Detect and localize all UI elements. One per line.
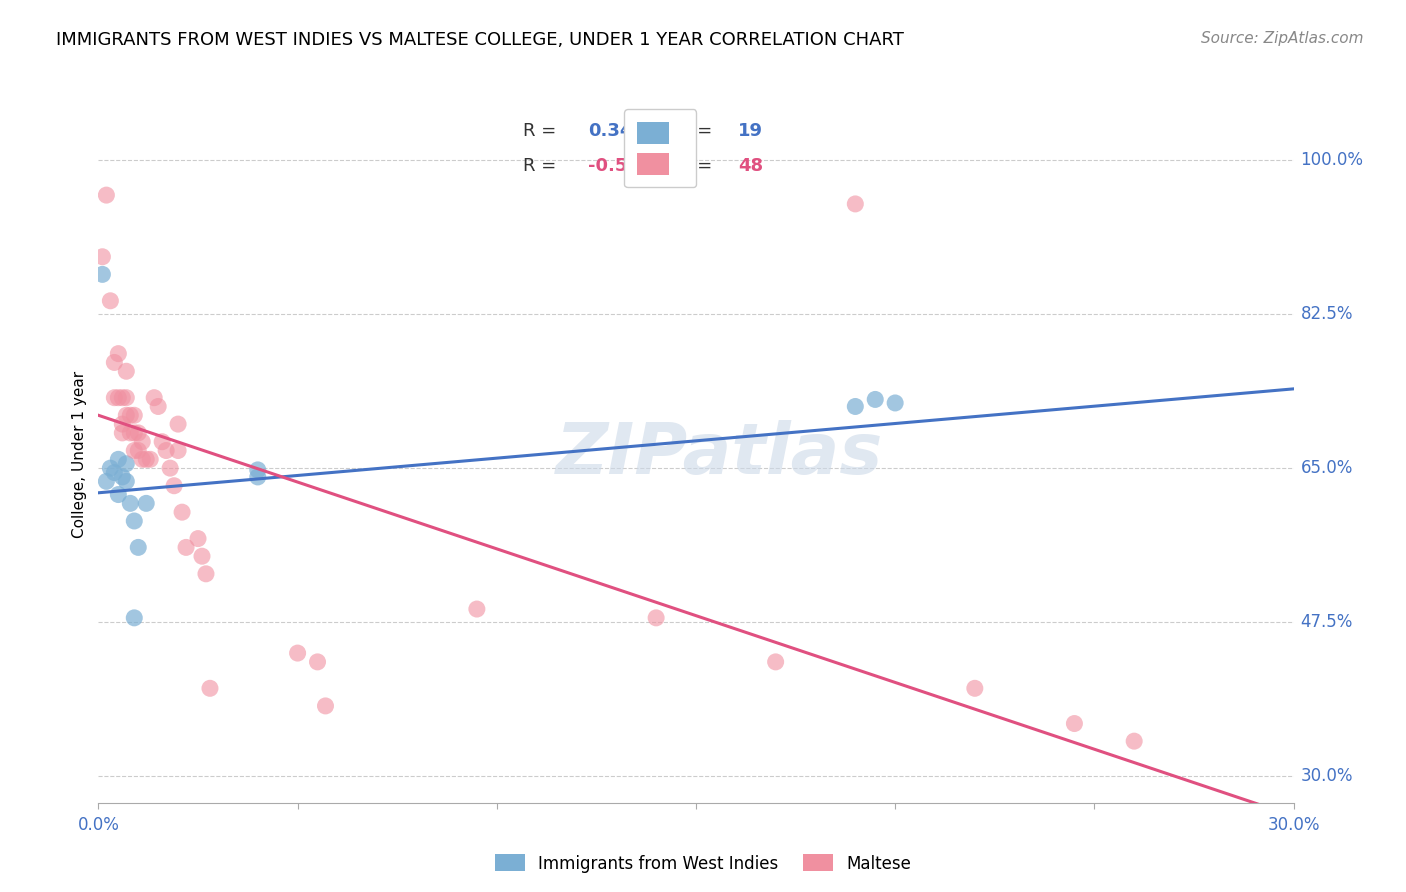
Point	[107, 391, 129, 405]
Text: 65.0%: 65.0%	[1301, 459, 1353, 477]
Text: 100.0%: 100.0%	[1301, 151, 1364, 169]
Point	[645, 611, 668, 625]
Point	[143, 391, 166, 405]
Point	[115, 409, 138, 423]
Point	[115, 391, 138, 405]
Point	[120, 425, 142, 440]
Text: 82.5%: 82.5%	[1301, 305, 1353, 323]
Point	[246, 463, 269, 477]
Point	[98, 461, 122, 475]
Point	[127, 425, 149, 440]
Point	[115, 457, 138, 471]
Point	[115, 364, 138, 378]
Text: R =: R =	[523, 157, 561, 175]
Point	[131, 452, 153, 467]
Point	[191, 549, 214, 564]
Point	[465, 602, 488, 616]
Point	[124, 443, 146, 458]
Text: 48: 48	[738, 157, 763, 175]
Point	[91, 268, 114, 282]
Point	[844, 197, 866, 211]
Point	[963, 681, 986, 696]
Point	[307, 655, 329, 669]
Point	[159, 461, 181, 475]
Text: R =: R =	[523, 122, 561, 140]
Point	[863, 392, 886, 407]
Text: 47.5%: 47.5%	[1301, 614, 1353, 632]
Y-axis label: College, Under 1 year: College, Under 1 year	[72, 371, 87, 539]
Point	[139, 452, 162, 467]
Point	[174, 541, 197, 555]
Point	[115, 475, 138, 489]
Point	[844, 400, 866, 414]
Point	[96, 188, 118, 202]
Legend: Immigrants from West Indies, Maltese: Immigrants from West Indies, Maltese	[488, 847, 918, 880]
Text: ZIPatlas: ZIPatlas	[557, 420, 883, 490]
Point	[103, 466, 125, 480]
Point	[120, 409, 142, 423]
Text: -0.504: -0.504	[589, 157, 652, 175]
Text: N =: N =	[678, 122, 718, 140]
Point	[107, 346, 129, 360]
Point	[127, 541, 149, 555]
Point	[111, 470, 134, 484]
Point	[163, 479, 186, 493]
Point	[884, 396, 907, 410]
Point	[194, 566, 218, 581]
Point	[287, 646, 309, 660]
Text: 30.0%: 30.0%	[1267, 816, 1320, 834]
Text: 30.0%: 30.0%	[1301, 767, 1353, 785]
Point	[198, 681, 221, 696]
Point	[124, 425, 146, 440]
Point	[127, 443, 149, 458]
Point	[150, 434, 173, 449]
Point	[103, 355, 125, 369]
Point	[98, 293, 122, 308]
Point	[135, 496, 157, 510]
Point	[124, 611, 146, 625]
Point	[187, 532, 209, 546]
Point	[107, 487, 129, 501]
Point	[111, 425, 134, 440]
Point	[96, 475, 118, 489]
Point	[111, 391, 134, 405]
Text: N =: N =	[678, 157, 718, 175]
Point	[1123, 734, 1146, 748]
Point	[120, 496, 142, 510]
Text: Source: ZipAtlas.com: Source: ZipAtlas.com	[1201, 31, 1364, 46]
Point	[246, 470, 269, 484]
Point	[135, 452, 157, 467]
Point	[124, 409, 146, 423]
Point	[167, 417, 190, 431]
Point	[131, 434, 153, 449]
Point	[172, 505, 194, 519]
Point	[111, 417, 134, 431]
Legend: , : ,	[624, 109, 696, 187]
Point	[148, 400, 170, 414]
Point	[103, 391, 125, 405]
Text: 0.346: 0.346	[589, 122, 645, 140]
Text: 19: 19	[738, 122, 763, 140]
Text: 0.0%: 0.0%	[77, 816, 120, 834]
Point	[315, 698, 337, 713]
Point	[765, 655, 787, 669]
Text: IMMIGRANTS FROM WEST INDIES VS MALTESE COLLEGE, UNDER 1 YEAR CORRELATION CHART: IMMIGRANTS FROM WEST INDIES VS MALTESE C…	[56, 31, 904, 49]
Point	[91, 250, 114, 264]
Point	[167, 443, 190, 458]
Point	[155, 443, 177, 458]
Point	[124, 514, 146, 528]
Point	[1063, 716, 1085, 731]
Point	[107, 452, 129, 467]
